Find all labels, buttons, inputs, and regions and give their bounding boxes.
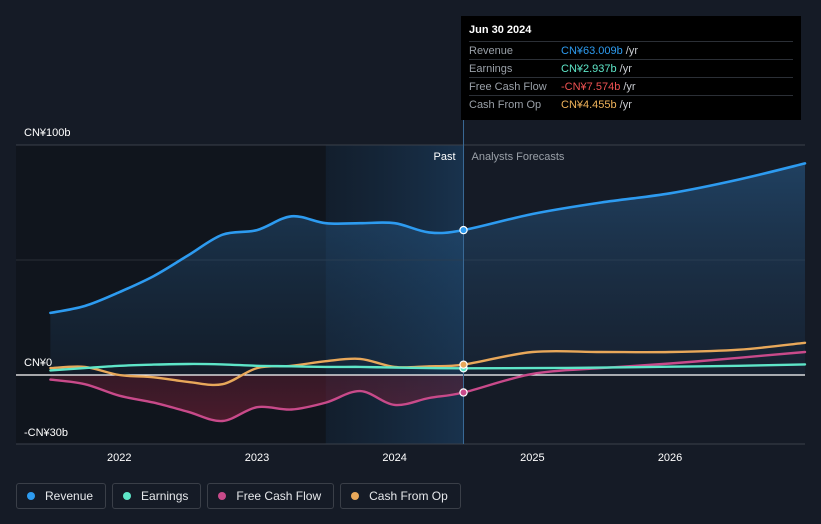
y-tick-label-top: CN¥100b xyxy=(24,127,70,139)
fcf-negative-area xyxy=(50,375,464,422)
tooltip-value: CN¥2.937b xyxy=(561,62,617,75)
tooltip-label: Free Cash Flow xyxy=(469,80,547,93)
tooltip-label: Cash From Op xyxy=(469,98,542,111)
tooltip-unit: /yr xyxy=(619,98,632,111)
legend-label: Revenue xyxy=(45,489,94,503)
legend-label: Cash From Op xyxy=(369,489,448,503)
series-line-earnings xyxy=(49,362,807,372)
forecast-label: Analysts Forecasts xyxy=(472,151,565,163)
tooltip-row-earnings: Earnings CN¥2.937b /yr xyxy=(469,59,793,77)
data-tooltip: Jun 30 2024 Revenue CN¥63.009b /yr Earni… xyxy=(461,16,801,120)
series-line-cash-from-op xyxy=(49,341,807,387)
series-point-free-cash-flow xyxy=(459,388,468,397)
legend-item-earnings[interactable]: Earnings xyxy=(112,483,202,509)
x-tick-label: 2024 xyxy=(382,452,406,464)
y-tick-label-bottom: -CN¥30b xyxy=(24,427,68,439)
tooltip-row-revenue: Revenue CN¥63.009b /yr xyxy=(469,41,793,59)
tooltip-unit: /yr xyxy=(625,44,639,57)
legend-dot-icon xyxy=(351,492,360,500)
legend-dot-icon xyxy=(123,492,132,500)
tooltip-row-cash-from-op: Cash From Op CN¥4.455b /yr xyxy=(469,95,793,113)
tooltip-label: Earnings xyxy=(469,62,513,75)
legend-label: Earnings xyxy=(141,489,189,503)
y-tick-label-zero: CN¥0 xyxy=(24,357,52,369)
tooltip-row-free-cash-flow: Free Cash Flow -CN¥7.574b /yr xyxy=(469,77,793,95)
tooltip-unit: /yr xyxy=(619,62,632,75)
past-label: Past xyxy=(433,151,455,163)
tooltip-label: Revenue xyxy=(469,44,514,57)
legend-label: Free Cash Flow xyxy=(236,489,322,503)
legend-dot-icon xyxy=(218,492,227,500)
series-point-cash-from-op xyxy=(459,360,468,369)
series-line-revenue xyxy=(49,162,807,315)
chart-legend: Revenue Earnings Free Cash Flow Cash Fro… xyxy=(16,483,461,509)
legend-item-free-cash-flow[interactable]: Free Cash Flow xyxy=(207,483,335,509)
x-tick-label: 2023 xyxy=(245,452,269,464)
revenue-area xyxy=(50,163,805,375)
x-tick-label: 2025 xyxy=(520,452,544,464)
series-point-revenue xyxy=(459,225,468,235)
tooltip-date: Jun 30 2024 xyxy=(469,24,532,36)
x-tick-label: 2022 xyxy=(107,452,131,464)
tooltip-value: -CN¥7.574b xyxy=(561,80,621,93)
x-tick-label: 2026 xyxy=(658,452,682,464)
legend-dot-icon xyxy=(27,492,35,500)
legend-item-revenue[interactable]: Revenue xyxy=(16,483,107,509)
tooltip-value: CN¥4.455b xyxy=(561,98,617,111)
tooltip-unit: /yr xyxy=(623,80,636,93)
tooltip-value: CN¥63.009b xyxy=(561,44,623,57)
legend-item-cash-from-op[interactable]: Cash From Op xyxy=(340,483,461,509)
